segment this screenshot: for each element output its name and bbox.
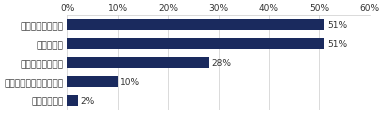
Bar xyxy=(68,76,118,87)
Text: 51%: 51% xyxy=(327,40,347,48)
Bar xyxy=(68,20,324,30)
Bar xyxy=(68,39,324,49)
Text: 51%: 51% xyxy=(327,21,347,30)
Text: 10%: 10% xyxy=(120,77,141,86)
Bar xyxy=(68,58,209,68)
Text: 28%: 28% xyxy=(211,58,231,67)
Bar xyxy=(68,95,78,106)
Text: 2%: 2% xyxy=(80,96,94,105)
